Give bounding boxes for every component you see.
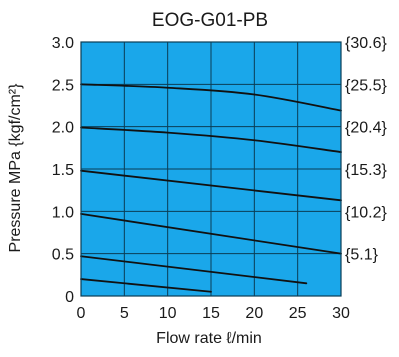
- series-line-5: [80, 126, 342, 153]
- y-tick-label-right: {15.3}: [345, 162, 387, 179]
- x-tick-label: 25: [289, 305, 307, 322]
- x-axis-label: Flow rate ℓ/min: [156, 330, 262, 347]
- y-tick-label: 2.0: [52, 120, 74, 137]
- series-line-3: [80, 212, 342, 255]
- plot-frame: [80, 41, 342, 297]
- series-line-1: [80, 278, 212, 293]
- y-tick-label-right: {25.5}: [345, 77, 387, 94]
- y-tick-label: 0.5: [52, 247, 74, 264]
- x-tick-label: 20: [245, 305, 263, 322]
- y-tick-label: 1.5: [52, 162, 74, 179]
- y-tick-label-right: {20.4}: [345, 120, 387, 137]
- y-tick-label: 3.0: [52, 35, 74, 52]
- y-tick-label: 1.0: [52, 204, 74, 221]
- series-line-4: [80, 169, 342, 202]
- series-line-2: [80, 255, 308, 285]
- y-tick-label-right: {30.6}: [345, 35, 387, 52]
- y-tick-label: 0: [65, 289, 74, 306]
- y-tick-label-right: {10.2}: [345, 204, 387, 221]
- chart-title: EOG-G01-PB: [152, 10, 268, 31]
- series-line-6: [80, 83, 342, 112]
- y-tick-label-right: {5.1}: [345, 247, 379, 264]
- x-tick-label: 10: [159, 305, 177, 322]
- y-axis-label: Pressure MPa {kgf/cm²}: [7, 83, 24, 253]
- x-tick-label: 30: [332, 305, 350, 322]
- x-tick-label: 5: [120, 305, 129, 322]
- x-tick-label: 15: [202, 305, 220, 322]
- y-tick-label: 2.5: [52, 77, 74, 94]
- x-tick-label: 0: [77, 305, 86, 322]
